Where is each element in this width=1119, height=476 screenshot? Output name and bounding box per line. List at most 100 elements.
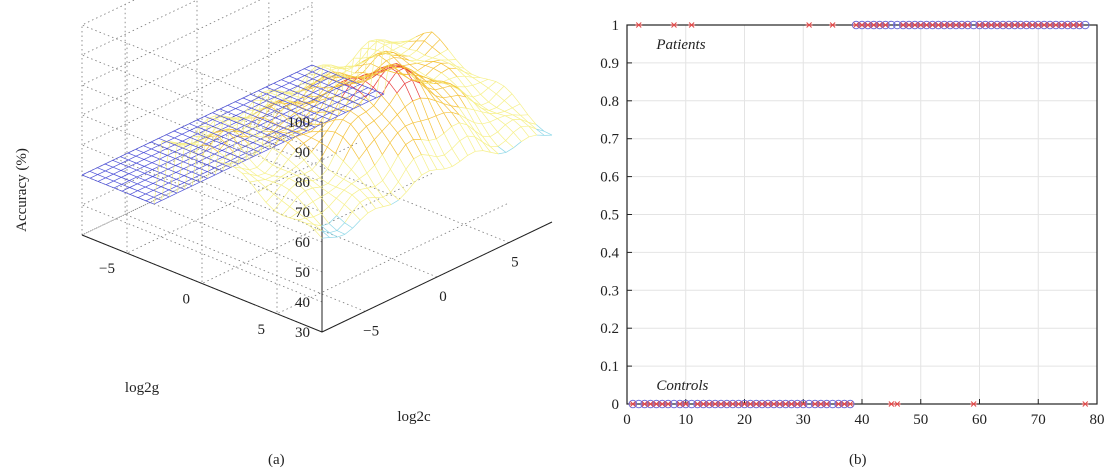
mesh-line: [390, 192, 399, 201]
star-marker: [846, 401, 854, 407]
mesh-line: [410, 69, 420, 76]
star-marker: [870, 22, 878, 28]
mesh-line: [428, 138, 437, 141]
mesh-line: [316, 76, 325, 83]
mesh-line: [440, 62, 450, 69]
mesh-line: [428, 154, 437, 158]
mesh-line: [436, 156, 445, 170]
mesh-line: [400, 54, 410, 57]
mesh-line: [389, 142, 399, 156]
mesh-line: [373, 105, 382, 115]
mesh-line: [504, 100, 513, 109]
mesh-line: [320, 196, 329, 207]
mesh-line: [459, 122, 468, 126]
mesh-line: [277, 102, 287, 104]
mesh-line: [397, 155, 407, 170]
mesh-line: [504, 111, 513, 116]
mesh-line: [256, 140, 265, 145]
mesh-line: [319, 67, 329, 72]
mesh-line: [319, 141, 328, 148]
mesh-line: [472, 94, 481, 98]
mesh-line: [359, 187, 368, 190]
mesh-line: [160, 186, 170, 191]
mesh-line: [451, 140, 460, 149]
mesh-line: [160, 179, 169, 184]
mesh-line: [274, 93, 283, 98]
mesh-line: [452, 161, 461, 167]
mesh-line: [267, 117, 276, 122]
star-marker: [970, 401, 978, 407]
mesh-line: [287, 136, 296, 143]
star-marker: [699, 401, 707, 407]
mesh-line: [264, 144, 273, 149]
mesh-line: [441, 67, 450, 74]
mesh-line: [304, 190, 314, 202]
mesh-line: [375, 197, 384, 207]
mesh-line: [280, 142, 289, 154]
mesh-line: [190, 150, 199, 155]
star-marker: [793, 401, 801, 407]
mesh-line: [368, 97, 377, 102]
mesh-line: [390, 155, 399, 170]
mesh-line: [291, 83, 301, 139]
mesh-line: [158, 134, 167, 139]
star-stroke: [1041, 22, 1047, 28]
mesh-line: [237, 142, 246, 147]
mesh-line: [349, 85, 358, 91]
mesh-line: [481, 121, 490, 125]
mesh-line: [443, 112, 452, 127]
mesh-line: [196, 119, 206, 124]
annotation-controls: Controls: [656, 378, 708, 394]
star-stroke: [870, 22, 877, 28]
star-marker: [676, 401, 684, 407]
mesh-line: [254, 108, 263, 115]
mesh-line: [417, 80, 427, 84]
mesh-line: [181, 127, 190, 131]
mesh-line: [317, 87, 326, 97]
star-marker: [923, 22, 931, 28]
mesh-line: [311, 64, 321, 69]
mesh-line: [225, 163, 235, 168]
mesh-line: [406, 182, 415, 193]
mesh-line: [416, 59, 426, 62]
mesh-line: [262, 101, 271, 109]
mesh-line: [113, 183, 122, 189]
mesh-line: [390, 181, 399, 193]
star-marker: [776, 401, 784, 407]
mesh-line: [322, 116, 331, 121]
mesh-line: [145, 196, 154, 202]
mesh-line: [344, 211, 353, 223]
star-stroke: [776, 401, 783, 407]
mesh-line: [121, 190, 131, 195]
mesh-line: [427, 89, 436, 101]
mesh-line: [89, 174, 98, 179]
mesh-line: [401, 57, 410, 65]
star-stroke: [741, 401, 748, 407]
mesh-line: [306, 109, 315, 114]
mesh-line: [528, 122, 537, 130]
mesh-line: [412, 120, 421, 124]
y-tick-label: 5: [258, 322, 266, 338]
control-circle-marker: [628, 399, 638, 409]
mesh-line: [337, 65, 347, 117]
mesh-line: [443, 111, 452, 114]
mesh-line: [464, 71, 473, 78]
mesh-line: [283, 127, 292, 132]
y-tick-label: 0.1: [600, 359, 619, 375]
mesh-line: [183, 171, 192, 176]
mesh-line: [286, 118, 296, 126]
mesh-line: [472, 82, 481, 86]
mesh-line: [135, 152, 144, 157]
mesh-line: [143, 141, 152, 146]
mesh-line: [81, 174, 91, 179]
mesh-line: [367, 208, 376, 214]
mesh-line: [321, 105, 330, 110]
mesh-line: [382, 196, 392, 205]
mesh-line: [527, 114, 537, 125]
mesh-line: [344, 194, 353, 205]
star-stroke: [1070, 22, 1077, 28]
mesh-line: [490, 152, 499, 155]
mesh-line: [505, 119, 514, 126]
mesh-line: [481, 123, 491, 138]
mesh-line: [121, 183, 130, 188]
